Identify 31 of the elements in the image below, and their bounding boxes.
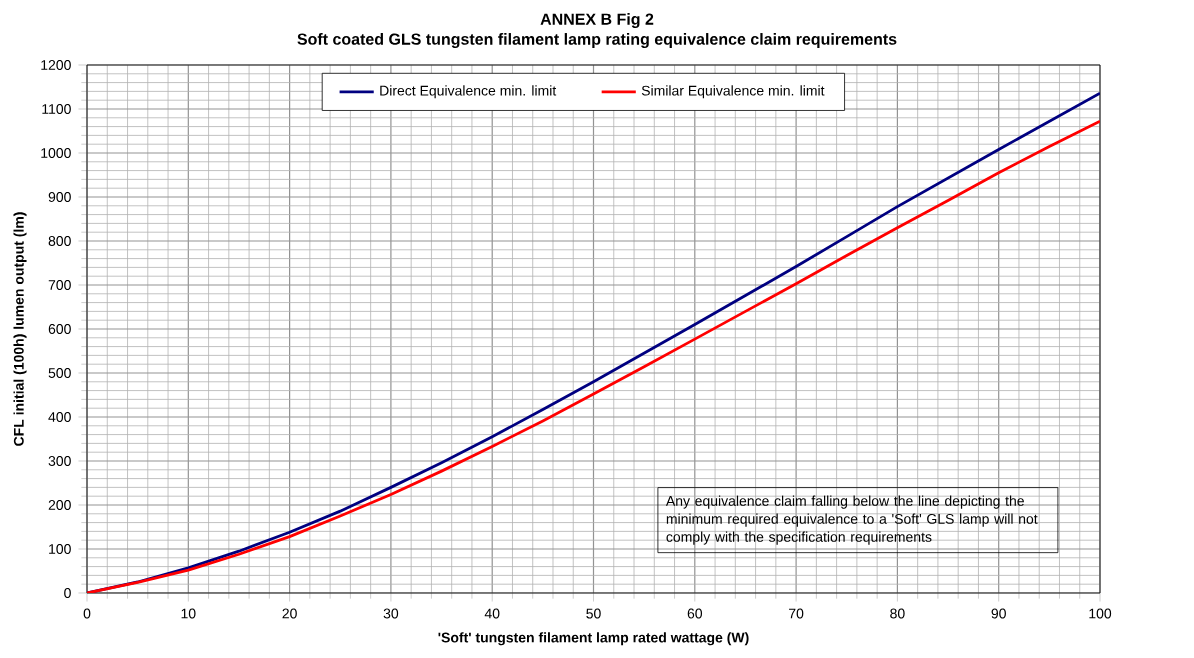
y-tick-label: 0 xyxy=(64,588,71,598)
y-tick-label: 200 xyxy=(48,500,71,510)
x-tick-label: 60 xyxy=(687,608,703,619)
x-axis-title: 'Soft' tungsten filament lamp rated wattage (W) xyxy=(438,632,749,646)
x-tick-label: 100 xyxy=(1089,608,1112,619)
x-tick-label: 80 xyxy=(890,608,905,619)
y-tick-label: 1000 xyxy=(41,148,71,158)
legend-label: Similar Equivalence min. limit xyxy=(641,85,825,99)
chart-title: ANNEX B Fig 2 xyxy=(540,13,654,29)
x-tick-label: 40 xyxy=(484,608,500,619)
x-tick-label: 10 xyxy=(181,608,196,619)
y-tick-label: 100 xyxy=(49,544,71,554)
y-tick-label: 500 xyxy=(48,368,71,378)
y-tick-label: 400 xyxy=(48,412,71,422)
legend-label: Direct Equivalence min. limit xyxy=(380,85,557,99)
annotation: Any equivalence claim falling below the line depicting the minimum required equivalence to a 'Soft' GLS lamp will not comply with the specification requirements xyxy=(665,495,1038,545)
x-tick-label: 50 xyxy=(586,608,601,619)
x-tick-label: 70 xyxy=(789,608,804,619)
x-tick-label: 0 xyxy=(83,608,91,619)
y-tick-label: 1200 xyxy=(41,60,71,70)
y-tick-label: 900 xyxy=(48,192,71,202)
y-tick-label: 800 xyxy=(48,236,71,246)
y-axis-title: CFL initial (100h) lumen output (lm) xyxy=(13,212,27,446)
x-tick-label: 30 xyxy=(383,608,399,619)
y-tick-label: 600 xyxy=(48,324,71,334)
y-tick-label: 300 xyxy=(48,456,71,466)
y-tick-label: 1100 xyxy=(42,104,71,114)
x-tick-label: 20 xyxy=(282,608,297,619)
y-tick-label: 700 xyxy=(48,280,71,290)
x-tick-label: 90 xyxy=(991,608,1006,619)
chart-subtitle: Soft coated GLS tungsten filament lamp rating equivalence claim requirements xyxy=(297,33,897,49)
